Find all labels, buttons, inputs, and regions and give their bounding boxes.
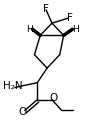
Text: O: O [19, 107, 27, 117]
Text: F: F [67, 13, 72, 23]
Text: F: F [43, 4, 49, 14]
Text: H: H [72, 25, 79, 34]
Text: O: O [50, 93, 58, 103]
Text: H₂N: H₂N [3, 81, 23, 91]
Text: H: H [26, 25, 33, 34]
